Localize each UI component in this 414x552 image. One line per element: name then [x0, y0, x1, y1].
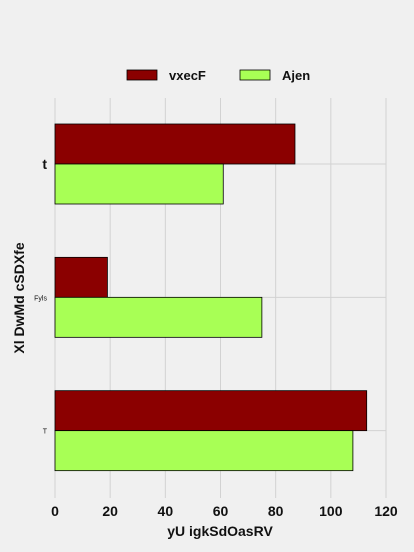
bar-Ajen-T [54, 430, 354, 472]
bar-vxecF-Fyls [54, 256, 108, 298]
legend: vxecF Ajen [126, 68, 310, 83]
bar-vxecF-t [54, 123, 296, 165]
x-tick-label: 20 [102, 503, 118, 519]
legend-label-vxecF: vxecF [169, 68, 206, 83]
y-tick-label: T [43, 429, 48, 436]
x-tick-label: 0 [51, 503, 59, 519]
x-tick-label: 60 [213, 503, 229, 519]
bar-vxecF-T [54, 390, 368, 432]
y-axis-title: Xl DwMd cSDXfe [11, 242, 27, 353]
y-tick-label: Fyls [34, 295, 47, 302]
x-axis-title: yU igkSdOasRV [167, 523, 273, 539]
y-axis-ticks: t Fyls T [34, 156, 48, 436]
legend-swatch-Ajen [239, 69, 271, 81]
x-axis-ticks: 0 20 40 60 80 100 120 [51, 503, 398, 519]
x-tick-label: 100 [319, 503, 343, 519]
bar-Ajen-t [54, 163, 224, 205]
x-tick-label: 40 [158, 503, 174, 519]
x-tick-label: 80 [268, 503, 284, 519]
bar-Ajen-Fyls [54, 296, 263, 338]
x-tick-label: 120 [374, 503, 398, 519]
legend-label-Ajen: Ajen [282, 68, 310, 83]
y-tick-label: t [42, 156, 47, 172]
bars [54, 123, 368, 472]
legend-swatch-vxecF [126, 69, 158, 81]
